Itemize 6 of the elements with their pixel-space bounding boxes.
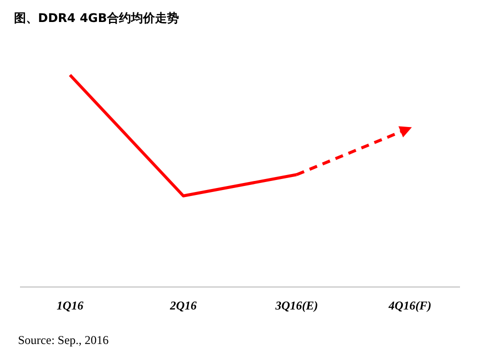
x-tick-label: 1Q16 <box>56 298 84 313</box>
x-tick-label: 3Q16(E) <box>274 298 318 313</box>
source-note: Source: Sep., 2016 <box>18 333 109 347</box>
chart-title: 图、DDR4 4GB合约均价走势 <box>14 11 180 25</box>
x-tick-label: 4Q16(F) <box>388 298 432 313</box>
x-tick-label: 2Q16 <box>168 298 197 313</box>
